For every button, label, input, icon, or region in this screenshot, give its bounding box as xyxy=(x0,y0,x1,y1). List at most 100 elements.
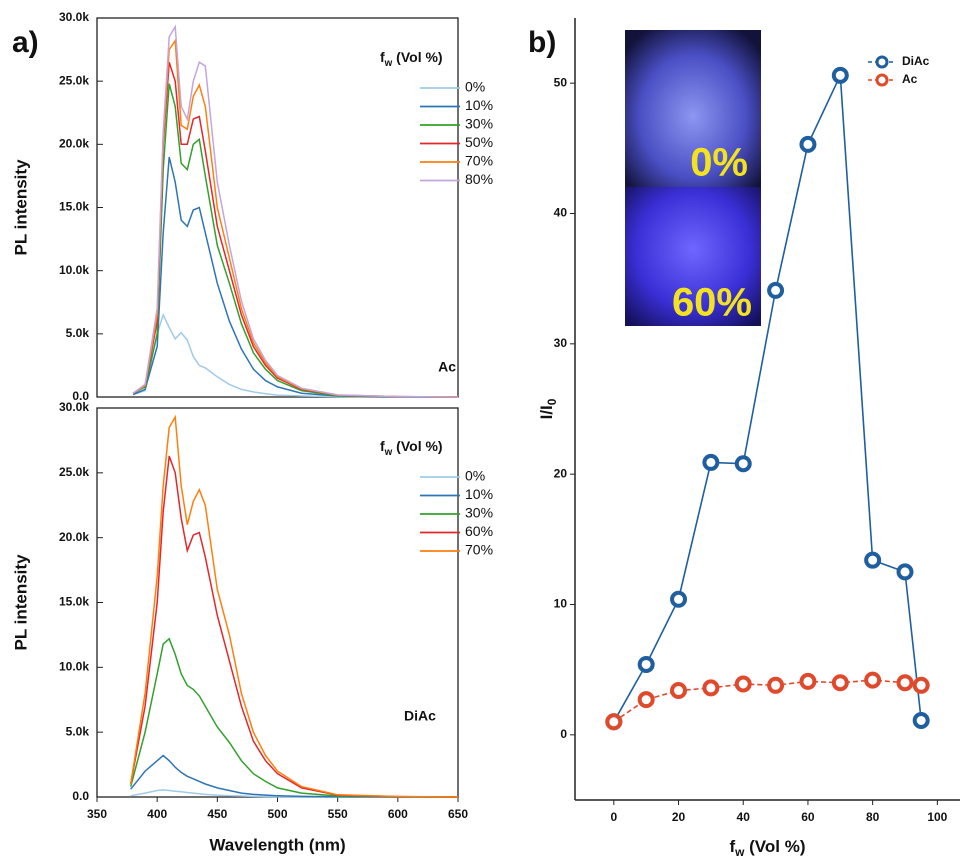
annotation: Ac xyxy=(438,359,456,375)
inset-label: 60% xyxy=(672,281,752,325)
legend-marker xyxy=(875,73,889,87)
series-line xyxy=(129,637,459,798)
panel-label: a) xyxy=(12,26,39,59)
legend-label: 0% xyxy=(465,468,485,484)
legend-label: 30% xyxy=(465,116,493,132)
data-point xyxy=(896,674,914,692)
legend-title-rest: (Vol %) xyxy=(392,438,442,454)
series-line xyxy=(132,83,459,398)
inset-label: 0% xyxy=(690,141,748,185)
y-tick-label: 0.0 xyxy=(72,789,89,803)
data-point xyxy=(799,135,817,153)
data-point xyxy=(864,551,882,569)
y-tick-label: 30.0k xyxy=(59,10,89,24)
legend-label: 70% xyxy=(465,542,493,558)
panel-label: b) xyxy=(528,26,556,59)
y-tick-label: 20.0k xyxy=(59,530,89,544)
x-tick-label: 20 xyxy=(672,810,686,824)
x-tick-label: 550 xyxy=(328,807,348,821)
plot-frame xyxy=(96,17,459,398)
x-tick-label: 40 xyxy=(737,810,751,824)
x-tick-label: 450 xyxy=(207,807,227,821)
y-tick-label: 25.0k xyxy=(59,73,89,87)
data-point xyxy=(637,655,655,673)
y-tick-label: 10.0k xyxy=(59,660,89,674)
y-tick-label: 0 xyxy=(560,727,567,741)
series-line xyxy=(132,24,459,398)
data-point xyxy=(734,455,752,473)
legend-label: Ac xyxy=(902,72,918,86)
x-tick-label: 0 xyxy=(610,810,617,824)
series-line xyxy=(132,156,458,398)
data-point xyxy=(637,691,655,709)
y-axis-label-sub: 0 xyxy=(545,398,559,405)
legend-marker xyxy=(875,55,889,69)
legend-label: 10% xyxy=(465,97,493,113)
data-point xyxy=(896,563,914,581)
x-tick-label: 600 xyxy=(388,807,408,821)
legend-title: fw (Vol %) xyxy=(380,49,443,69)
legend-label: 10% xyxy=(465,486,493,502)
x-tick-label: 500 xyxy=(267,807,287,821)
data-point xyxy=(702,679,720,697)
legend-label: 80% xyxy=(465,171,493,187)
y-tick-label: 20.0k xyxy=(59,137,89,151)
x-axis-label: Wavelength (nm) xyxy=(209,835,345,854)
plot-frame xyxy=(96,407,459,798)
legend-label: 30% xyxy=(465,505,493,521)
y-axis-label: I/I0 xyxy=(537,398,559,419)
y-tick-label: 10.0k xyxy=(59,263,89,277)
legend-label: 0% xyxy=(465,79,485,95)
series-line xyxy=(129,455,459,798)
data-point xyxy=(799,672,817,690)
x-axis-label: fw (Vol %) xyxy=(730,837,806,859)
data-point xyxy=(670,590,688,608)
data-point xyxy=(605,713,623,731)
data-point xyxy=(912,676,930,694)
x-tick-label: 100 xyxy=(927,810,947,824)
series-line xyxy=(129,414,459,798)
inset-photo: 0% 60% xyxy=(625,30,761,326)
y-tick-label: 25.0k xyxy=(59,465,89,479)
y-tick-label: 15.0k xyxy=(59,200,89,214)
y-tick-label: 30 xyxy=(554,336,568,350)
x-tick-label: 400 xyxy=(147,807,167,821)
data-point xyxy=(767,676,785,694)
data-point xyxy=(831,66,849,84)
x-axis-label-main: f xyxy=(730,837,736,856)
legend-title-sub: w xyxy=(384,58,393,69)
data-point xyxy=(734,675,752,693)
x-tick-label: 650 xyxy=(448,807,468,821)
legend-title: fw (Vol %) xyxy=(380,438,443,458)
x-tick-label: 80 xyxy=(866,810,880,824)
y-tick-label: 5.0k xyxy=(66,326,90,340)
data-point xyxy=(912,711,930,729)
data-point xyxy=(864,671,882,689)
y-tick-label: 5.0k xyxy=(66,724,90,738)
x-tick-label: 60 xyxy=(801,810,815,824)
annotation: DiAc xyxy=(404,708,436,724)
y-tick-label: 20 xyxy=(554,466,568,480)
data-point xyxy=(670,682,688,700)
y-tick-label: 10 xyxy=(554,597,568,611)
y-tick-label: 40 xyxy=(554,206,568,220)
data-point xyxy=(831,674,849,692)
legend-title-main: f xyxy=(380,49,385,65)
legend-title-sub: w xyxy=(384,447,393,458)
legend-title-rest: (Vol %) xyxy=(392,49,442,65)
x-tick-label: 350 xyxy=(87,807,107,821)
y-tick-label: 30.0k xyxy=(59,400,89,414)
data-point xyxy=(702,453,720,471)
series-line xyxy=(132,312,458,398)
legend-label: 50% xyxy=(465,134,493,150)
data-point xyxy=(767,281,785,299)
x-axis-label-sub: w xyxy=(734,845,745,859)
y-tick-label: 50 xyxy=(554,75,568,89)
legend-label: 60% xyxy=(465,523,493,539)
y-tick-label: 15.0k xyxy=(59,595,89,609)
series-line xyxy=(130,754,458,798)
legend-label: DiAc xyxy=(902,54,930,68)
series-line xyxy=(132,61,459,398)
y-axis-label: PL intensity xyxy=(11,159,30,256)
